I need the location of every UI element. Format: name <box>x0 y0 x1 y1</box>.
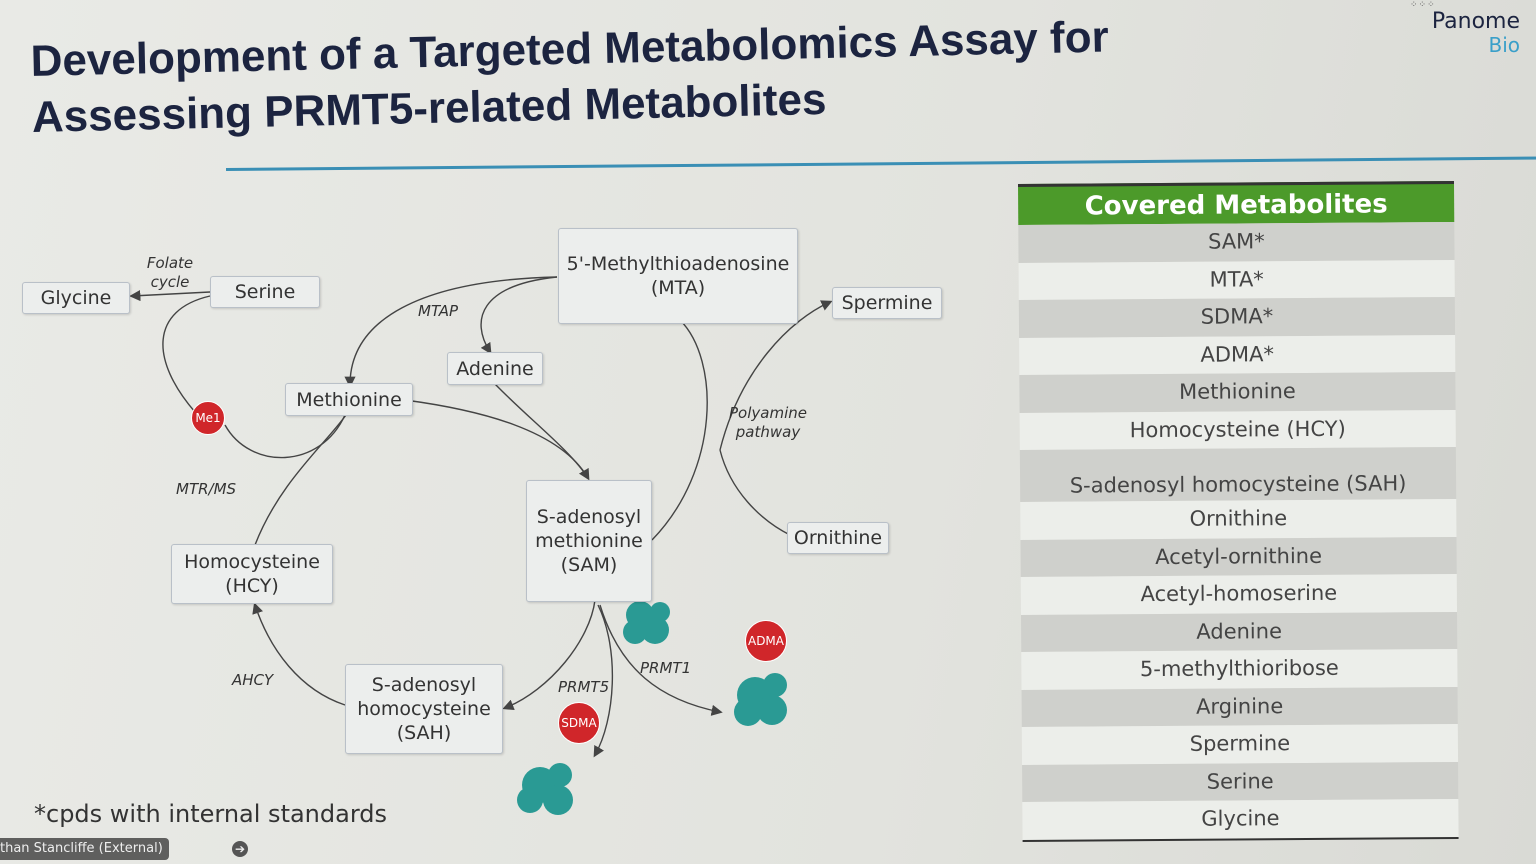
pathway-arrows <box>129 276 833 815</box>
table-row: SAM* <box>1018 221 1455 263</box>
label-prmt1: PRMT1 <box>640 659 692 677</box>
arrow-prmt1 <box>599 604 723 716</box>
table-row: Glycine <box>1022 798 1459 840</box>
table-row: MTA* <box>1018 259 1455 300</box>
node-sah: S-adenosyl homocysteine (SAH) <box>345 664 503 754</box>
table-row: 5-methylthioribose <box>1021 648 1458 690</box>
node-spermine: Spermine <box>832 287 942 319</box>
label-folate-cycle: Folate cycle <box>146 254 194 291</box>
table-row: Homocysteine (HCY) <box>1019 409 1456 450</box>
table-body: SAM* MTA* SDMA* ADMA* Methionine Homocys… <box>1018 221 1459 840</box>
marker-adma: ADMA <box>745 620 787 662</box>
arrow-mta-adenine <box>480 276 558 355</box>
arrow-mta-methionine <box>344 276 558 388</box>
arrow-methionine-sam <box>404 399 590 481</box>
logo-name: Panome <box>1431 9 1520 34</box>
node-adenine: Adenine <box>447 352 543 385</box>
protein-icon-sam <box>623 601 670 644</box>
node-mta: 5'-Methylthioadenosine (MTA) <box>558 228 798 324</box>
arrow-adenine-sam <box>494 383 589 479</box>
table-row: Arginine <box>1021 686 1458 727</box>
marker-me1: Me1 <box>191 401 225 435</box>
covered-metabolites-table: Covered Metabolites SAM* MTA* SDMA* ADMA… <box>1018 180 1459 842</box>
node-sam: S-adenosyl methionine (SAM) <box>526 480 652 602</box>
node-glycine: Glycine <box>22 282 130 314</box>
label-mtap: MTAP <box>418 302 459 320</box>
protein-icon-prmt5 <box>517 763 573 815</box>
arrow-serine-me1 <box>162 295 211 413</box>
logo-sub: Bio <box>1488 33 1520 57</box>
table-row: Adenine <box>1021 611 1458 652</box>
marker-sdma: SDMA <box>558 702 600 744</box>
node-ornithine: Ornithine <box>787 522 889 554</box>
arrow-to-spermine <box>719 300 833 451</box>
arrow-sam-sah <box>502 599 596 711</box>
arrow-sam-mta <box>651 319 708 541</box>
table-row: Methionine <box>1019 371 1456 413</box>
arrow-hcy-methionine <box>254 411 349 546</box>
arrow-sah-hcy <box>252 602 346 706</box>
node-serine: Serine <box>210 276 320 308</box>
table-row: SDMA* <box>1018 296 1456 338</box>
table-header: Covered Metabolites <box>1018 180 1455 225</box>
node-hcy: Homocysteine (HCY) <box>171 544 333 604</box>
label-ahcy: AHCY <box>232 671 274 689</box>
table-row: Spermine <box>1021 723 1459 765</box>
protein-icon-prmt1 <box>734 673 787 726</box>
arrow-prmt5 <box>593 604 614 758</box>
table-row: ADMA* <box>1019 334 1456 375</box>
table-row: Ornithine <box>1020 498 1457 540</box>
next-arrow-icon[interactable]: ➔ <box>232 841 248 857</box>
label-polyamine: Polyamine pathway <box>729 404 807 441</box>
label-prmt5: PRMT5 <box>558 678 610 696</box>
node-methionine: Methionine <box>285 383 413 416</box>
protein-icons <box>517 601 787 815</box>
logo-dots-icon: ⁘⁘⁘ <box>1410 0 1436 10</box>
arrow-serine-glycine <box>129 289 211 302</box>
panome-bio-logo: ⁘⁘⁘ Panome Bio <box>1400 0 1520 56</box>
table-row: S-adenosyl homocysteine (SAH) <box>1019 446 1457 502</box>
arrow-me1-methionine <box>224 414 346 459</box>
participant-name-tag: than Stancliffe (External) <box>0 838 169 860</box>
table-row: Acetyl-ornithine <box>1020 536 1457 577</box>
table-row: Acetyl-homoserine <box>1020 573 1457 615</box>
arrow-from-ornithine <box>719 449 791 536</box>
footnote: *cpds with internal standards <box>34 800 388 828</box>
table-row: Serine <box>1022 761 1459 802</box>
label-mtr-ms: MTR/MS <box>176 480 237 498</box>
